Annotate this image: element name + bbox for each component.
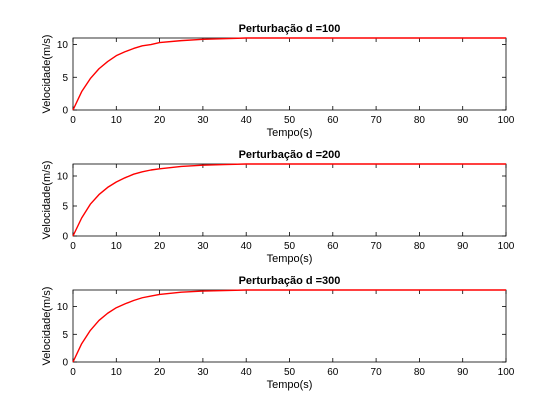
y-tick-label: 5 [62,73,68,84]
x-tick-label: 10 [111,115,123,126]
x-tick-label: 60 [327,241,339,252]
x-tick-label: 50 [284,115,296,126]
x-tick-label: 80 [414,115,426,126]
series-line-3 [72,289,506,363]
x-axis-label-3: Tempo(s) [267,379,313,391]
x-tick-label: 30 [197,241,209,252]
x-axis-label-1: Tempo(s) [267,127,313,139]
y-tick-label: 10 [57,40,69,51]
y-tick-label: 5 [62,330,68,341]
y-tick-label: 0 [62,358,68,369]
x-tick-label: 80 [414,367,426,378]
y-tick-label: 10 [57,172,69,183]
y-axis-label-1: Velocidade(m/s) [41,35,53,114]
x-tick-label: 30 [197,367,209,378]
x-tick-label: 70 [371,367,383,378]
chart-title-2: Perturbação d =200 [239,149,341,161]
x-tick-label: 20 [154,367,166,378]
series-line-2 [72,163,506,237]
x-tick-label: 40 [241,115,253,126]
x-tick-label: 60 [327,115,339,126]
x-tick-label: 40 [241,367,253,378]
x-tick-label: 0 [70,115,76,126]
x-tick-label: 50 [284,367,296,378]
x-tick-label: 0 [70,241,76,252]
x-tick-label: 70 [371,115,383,126]
x-tick-label: 90 [457,115,469,126]
y-tick-label: 5 [62,202,68,213]
y-axis-label-3: Velocidade(m/s) [41,287,53,366]
x-tick-label: 40 [241,241,253,252]
x-tick-label: 60 [327,367,339,378]
x-tick-label: 0 [70,367,76,378]
x-tick-label: 20 [154,241,166,252]
series-line-1 [72,37,506,111]
x-tick-label: 10 [111,367,123,378]
x-tick-label: 90 [457,241,469,252]
chart-title-1: Perturbação d =100 [239,23,341,35]
x-tick-label: 10 [111,241,123,252]
x-tick-label: 20 [154,115,166,126]
plot-area-3 [72,289,507,363]
y-tick-label: 0 [62,106,68,117]
y-axis-label-2: Velocidade(m/s) [41,161,53,240]
x-tick-label: 70 [371,241,383,252]
plot-area-1 [72,37,507,111]
x-tick-label: 100 [498,115,515,126]
x-tick-label: 90 [457,367,469,378]
x-tick-label: 100 [498,241,515,252]
x-axis-label-2: Tempo(s) [267,253,313,265]
x-tick-label: 80 [414,241,426,252]
y-tick-label: 0 [62,232,68,243]
chart-title-3: Perturbação d =300 [239,275,341,287]
plot-area-2 [72,163,507,237]
y-tick-label: 10 [57,302,69,313]
x-tick-label: 100 [498,367,515,378]
x-tick-label: 30 [197,115,209,126]
x-tick-label: 50 [284,241,296,252]
